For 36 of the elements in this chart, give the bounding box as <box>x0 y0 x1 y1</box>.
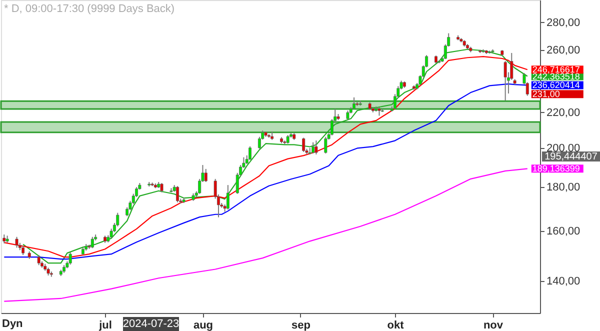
data-label: 236,620414 <box>532 80 580 90</box>
candlestick <box>15 236 18 248</box>
y-tick-label: 280,00 <box>546 16 580 29</box>
x-tick-label: aug <box>193 320 214 331</box>
candlestick <box>226 184 230 210</box>
candlestick <box>324 136 328 154</box>
x-tick-label: nov <box>483 320 504 331</box>
y-tick-label: 260,00 <box>546 44 580 57</box>
candlestick <box>90 236 94 249</box>
candlestick <box>312 142 315 154</box>
y-tick-label: 140,00 <box>546 275 580 288</box>
data-label: 189,136399 <box>532 164 580 174</box>
candlestick <box>68 252 72 266</box>
candlestick <box>504 60 507 102</box>
candlestick <box>314 140 318 155</box>
y-tick-label: 160,00 <box>546 226 580 238</box>
x-tick-label: okt <box>387 320 404 331</box>
text: 195,444407 <box>544 152 598 162</box>
y-tick-label: 180,00 <box>546 182 580 194</box>
text: 2024-07-23 <box>122 318 180 330</box>
x-tick-label: jul <box>98 320 112 331</box>
text: Dyn <box>2 318 24 330</box>
candlestick <box>160 182 164 193</box>
chart-title: * D, 09:00-17:30 (9999 Days Back) <box>4 3 175 15</box>
x-tick-label: sep <box>291 320 311 331</box>
candlestick <box>22 245 25 256</box>
text: 231,00 <box>532 89 560 100</box>
candlestick <box>352 96 356 110</box>
candlestick <box>37 254 40 266</box>
candlestick <box>204 168 208 182</box>
candlestick <box>248 146 252 161</box>
y-tick-label: 220,00 <box>546 106 580 119</box>
data-label: 246,716617 <box>532 64 580 75</box>
line-series <box>4 168 528 302</box>
candlestick <box>302 137 306 152</box>
candlestick <box>176 186 180 203</box>
